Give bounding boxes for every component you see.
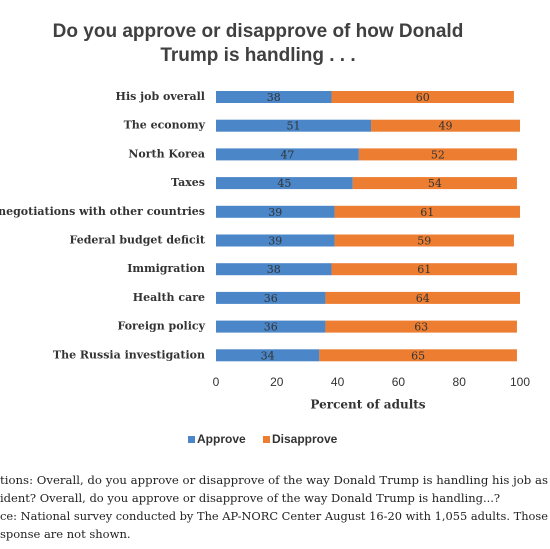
bar-segment [331, 263, 517, 276]
footnote: tions: Overall, do you approve or disapp… [0, 473, 548, 487]
legend-label: Approve [197, 432, 246, 446]
bar-segment [216, 119, 372, 132]
legend-label: Disapprove [272, 432, 338, 446]
y-tick-label: Health care [133, 291, 205, 304]
data-label: 51 [287, 120, 301, 133]
y-tick-label: His job overall [116, 90, 205, 103]
data-label: 59 [417, 235, 431, 248]
x-tick-label: 80 [453, 375, 467, 389]
x-tick-label: 100 [510, 375, 530, 389]
bar-segment [216, 148, 359, 161]
y-tick-label: Immigration [127, 262, 205, 275]
data-label: 49 [439, 120, 453, 133]
y-tick-label: Taxes [171, 176, 205, 189]
footnote: ce: National survey conducted by The AP-… [0, 509, 548, 523]
x-tick-label: 20 [270, 375, 284, 389]
data-label: 38 [267, 91, 281, 104]
data-label: 64 [416, 292, 430, 305]
y-tick-label: The Russia investigation [53, 348, 205, 361]
bar-segment [216, 320, 326, 333]
data-label: 61 [417, 263, 431, 276]
y-tick-label: North Korea [128, 147, 205, 160]
x-tick-label: 0 [213, 375, 220, 389]
legend-swatch [188, 436, 195, 443]
data-label: 63 [414, 321, 428, 334]
bar-segment [216, 263, 332, 276]
data-label: 39 [268, 235, 282, 248]
chart-title: Do you approve or disapprove of how Dona… [53, 21, 464, 42]
bar-segment [325, 320, 517, 333]
bar-segment [331, 91, 514, 103]
data-label: 38 [267, 263, 281, 276]
bar-segment [371, 119, 520, 132]
data-label: 45 [277, 177, 291, 190]
bar-segment [216, 234, 335, 247]
data-label: 52 [431, 148, 445, 161]
bar-segment [358, 148, 517, 161]
bar-segment [216, 177, 353, 190]
y-tick-label: Federal budget deficit [70, 234, 206, 247]
bar-segment [352, 177, 517, 190]
footnote: ident? Overall, do you approve or disapp… [0, 491, 500, 505]
bar-segment [216, 349, 320, 362]
data-label: 54 [428, 177, 442, 190]
data-label: 36 [264, 292, 278, 305]
bar-segment [325, 291, 520, 304]
bar-segment [216, 205, 335, 218]
footnote: sponse are not shown. [0, 527, 131, 541]
bar-segment [216, 291, 326, 304]
data-label: 36 [264, 321, 278, 334]
x-tick-label: 60 [392, 375, 406, 389]
data-label: 65 [411, 349, 425, 362]
y-tick-label: de negotiations with other countries [0, 205, 205, 218]
data-label: 34 [261, 349, 275, 362]
legend-swatch [263, 436, 270, 443]
data-label: 47 [280, 148, 294, 161]
x-tick-label: 40 [331, 375, 345, 389]
x-axis-label: Percent of adults [310, 398, 425, 412]
y-tick-label: The economy [124, 119, 206, 132]
bar-segment [216, 91, 332, 103]
bar-segment [319, 349, 517, 362]
data-label: 39 [268, 206, 282, 219]
data-label: 60 [416, 91, 430, 104]
bar-segment [334, 205, 520, 218]
bar-segment [334, 234, 514, 247]
y-tick-label: Foreign policy [117, 320, 205, 333]
chart-title: Trump is handling . . . [160, 45, 355, 66]
data-label: 61 [420, 206, 434, 219]
